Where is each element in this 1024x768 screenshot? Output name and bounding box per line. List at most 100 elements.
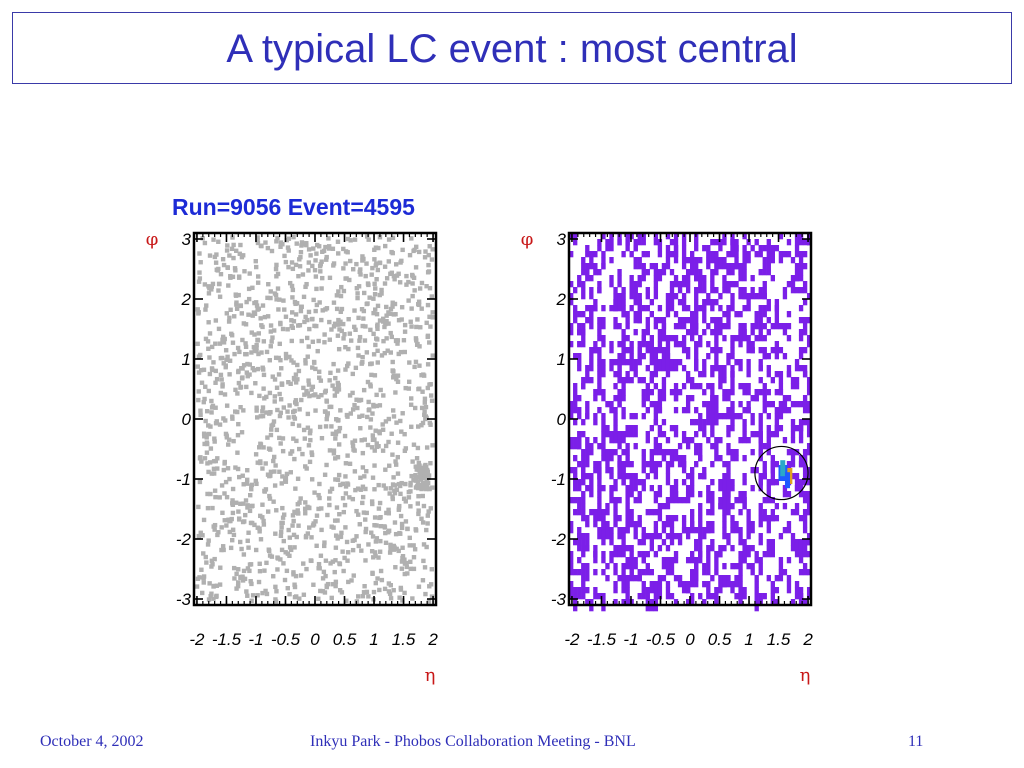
- scatter-point: [254, 408, 259, 413]
- hit-cell: [573, 287, 578, 294]
- scatter-point: [268, 295, 273, 301]
- scatter-point: [286, 264, 291, 270]
- scatter-point: [239, 376, 245, 381]
- scatter-point: [209, 287, 214, 292]
- scatter-point: [292, 299, 298, 305]
- hit-cell: [577, 569, 582, 576]
- scatter-point: [306, 378, 311, 383]
- hit-cell: [778, 557, 784, 570]
- scatter-point: [313, 274, 319, 279]
- hit-cell: [746, 533, 751, 540]
- hit-cell: [677, 389, 683, 396]
- scatter-point: [225, 354, 230, 360]
- hit-cell: [766, 443, 771, 450]
- hit-cell: [621, 359, 626, 366]
- hit-cell: [802, 317, 808, 324]
- hit-cell: [633, 425, 638, 438]
- scatter-point: [264, 591, 270, 597]
- hit-cell: [718, 503, 723, 510]
- hit-cell: [730, 401, 735, 408]
- scatter-point: [292, 584, 298, 590]
- scatter-point: [266, 548, 272, 554]
- hit-cell: [609, 359, 614, 372]
- hit-cell: [601, 371, 606, 378]
- hit-cell: [762, 515, 767, 522]
- scatter-point: [283, 550, 288, 555]
- scatter-point: [230, 235, 235, 240]
- scatter-point: [397, 503, 402, 509]
- hit-cell: [702, 365, 707, 372]
- hit-cell: [677, 359, 683, 366]
- hit-cell: [738, 329, 743, 336]
- scatter-point: [340, 481, 346, 487]
- scatter-point: [224, 494, 230, 500]
- scatter-point: [421, 542, 427, 547]
- scatter-point: [369, 372, 374, 378]
- hit-cell: [569, 341, 574, 348]
- scatter-point: [249, 390, 254, 396]
- scatter-point: [245, 505, 250, 510]
- hit-cell: [673, 449, 679, 462]
- scatter-point: [355, 405, 360, 411]
- hit-cell: [585, 275, 590, 282]
- scatter-point: [205, 542, 211, 547]
- hit-cell: [750, 245, 755, 252]
- scatter-point: [278, 557, 283, 562]
- hit-cell: [633, 263, 638, 270]
- scatter-point: [372, 373, 378, 378]
- hit-cell: [653, 437, 659, 444]
- scatter-point: [423, 404, 429, 410]
- scatter-point: [316, 492, 321, 498]
- scatter-point: [388, 596, 394, 601]
- scatter-point: [237, 251, 242, 256]
- y-tick-label: -2: [176, 530, 192, 549]
- hit-cell: [577, 281, 582, 288]
- hit-cell: [625, 545, 630, 552]
- hit-cell: [641, 377, 646, 384]
- scatter-point: [332, 518, 338, 523]
- scatter-point: [277, 435, 282, 441]
- scatter-point: [409, 236, 414, 241]
- hit-cell: [714, 251, 719, 258]
- hit-cell: [581, 563, 586, 570]
- scatter-point: [271, 574, 276, 579]
- scatter-point: [411, 442, 417, 447]
- scatter-point: [390, 452, 395, 457]
- scatter-point: [334, 429, 339, 435]
- hit-cell: [742, 383, 747, 390]
- hit-cell: [762, 293, 767, 300]
- scatter-point: [333, 436, 338, 441]
- hit-cell: [746, 335, 751, 348]
- hit-cell: [669, 455, 675, 468]
- scatter-point: [386, 237, 392, 242]
- scatter-point: [360, 494, 366, 500]
- hit-cell: [690, 473, 695, 486]
- scatter-point: [351, 447, 356, 452]
- hit-cell: [573, 401, 578, 414]
- scatter-point: [230, 537, 235, 543]
- hit-cell: [758, 593, 763, 600]
- hit-cell: [665, 437, 671, 444]
- scatter-point: [273, 597, 278, 602]
- scatter-point: [333, 583, 338, 589]
- scatter-point: [196, 533, 202, 539]
- hit-cell: [726, 287, 731, 294]
- scatter-point: [261, 372, 267, 378]
- scatter-point: [416, 386, 421, 392]
- hit-cell: [621, 575, 626, 582]
- scatter-point: [329, 486, 335, 492]
- scatter-point: [268, 329, 273, 334]
- scatter-point: [256, 351, 261, 357]
- hit-cell: [782, 251, 788, 258]
- scatter-point: [398, 513, 404, 519]
- scatter-point: [253, 258, 258, 264]
- scatter-point: [419, 516, 424, 521]
- scatter-point: [246, 545, 251, 550]
- scatter-point: [415, 501, 421, 506]
- hit-cell: [706, 545, 711, 552]
- scatter-point: [322, 540, 327, 545]
- hit-cell: [734, 413, 739, 420]
- hit-cell: [665, 263, 671, 270]
- scatter-point: [352, 308, 357, 313]
- scatter-point: [398, 587, 404, 592]
